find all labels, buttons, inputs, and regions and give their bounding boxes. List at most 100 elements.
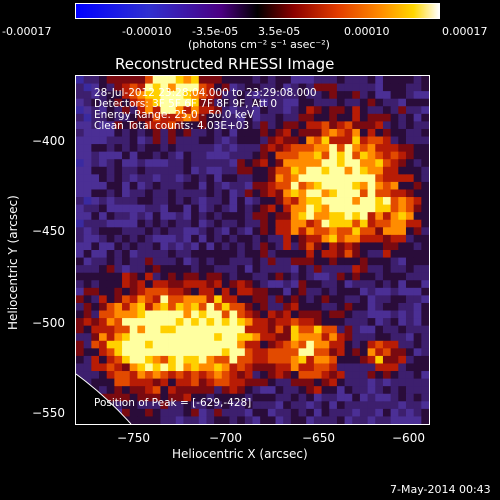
heatmap-cell bbox=[260, 416, 269, 424]
heatmap-cell bbox=[129, 386, 138, 395]
heatmap-cell bbox=[106, 91, 115, 100]
heatmap-cell bbox=[321, 189, 330, 198]
heatmap-cell bbox=[390, 386, 399, 395]
heatmap-cell bbox=[382, 113, 392, 122]
heatmap-cell bbox=[267, 113, 276, 122]
heatmap-cell bbox=[244, 257, 253, 266]
heatmap-cell bbox=[390, 234, 399, 243]
heatmap-cell bbox=[321, 401, 330, 410]
heatmap-cell bbox=[191, 128, 200, 137]
heatmap-cell bbox=[352, 98, 361, 107]
heatmap-cell bbox=[129, 174, 138, 183]
heatmap-cell bbox=[145, 136, 154, 145]
heatmap-cell bbox=[298, 302, 307, 311]
heatmap-cell bbox=[298, 136, 307, 145]
heatmap-cell bbox=[221, 363, 230, 372]
heatmap-cell bbox=[191, 355, 200, 364]
heatmap-cell bbox=[260, 340, 269, 349]
heatmap-cell bbox=[260, 287, 269, 296]
heatmap-cell bbox=[352, 166, 361, 175]
heatmap-cell bbox=[290, 227, 299, 236]
heatmap-cell bbox=[382, 250, 392, 258]
heatmap-cell bbox=[290, 204, 299, 213]
heatmap-cell bbox=[375, 106, 384, 115]
heatmap-cell bbox=[413, 227, 422, 236]
heatmap-cell bbox=[321, 340, 330, 349]
heatmap-cell bbox=[421, 166, 429, 175]
heatmap-cell bbox=[198, 250, 207, 258]
heatmap-cell bbox=[329, 98, 338, 107]
heatmap-cell bbox=[129, 189, 138, 198]
heatmap-cell bbox=[413, 363, 422, 372]
heatmap-cell bbox=[352, 144, 361, 153]
heatmap-cell bbox=[260, 408, 269, 417]
heatmap-cell bbox=[168, 234, 177, 243]
heatmap-cell bbox=[106, 295, 115, 304]
heatmap-cell bbox=[237, 242, 246, 251]
heatmap-cell bbox=[160, 340, 169, 349]
heatmap-cell bbox=[214, 159, 223, 168]
heatmap-cell bbox=[129, 106, 138, 115]
heatmap-cell bbox=[252, 212, 261, 221]
heatmap-cell bbox=[252, 76, 261, 84]
heatmap-cell bbox=[152, 355, 161, 364]
heatmap-cell bbox=[267, 242, 276, 251]
heatmap-cell bbox=[382, 355, 392, 364]
heatmap-cell bbox=[405, 363, 415, 372]
heatmap-cell bbox=[405, 121, 415, 130]
heatmap-cell bbox=[290, 212, 299, 221]
heatmap-cell bbox=[168, 83, 177, 92]
heatmap-cell bbox=[114, 287, 123, 296]
heatmap-cell bbox=[398, 219, 407, 228]
heatmap-cell bbox=[405, 371, 415, 380]
heatmap-cell bbox=[421, 310, 429, 319]
heatmap-cell bbox=[398, 189, 407, 198]
heatmap-cell bbox=[260, 106, 269, 115]
heatmap-cell bbox=[290, 302, 299, 311]
heatmap-cell bbox=[375, 318, 384, 327]
heatmap-cell bbox=[367, 302, 376, 311]
heatmap-cell bbox=[91, 340, 100, 349]
heatmap-cell bbox=[390, 189, 399, 198]
heatmap-cell bbox=[106, 219, 115, 228]
heatmap-cell bbox=[168, 136, 177, 145]
heatmap-cell bbox=[99, 340, 108, 349]
heatmap-cell bbox=[83, 318, 92, 327]
heatmap-cell bbox=[244, 408, 253, 417]
heatmap-cell bbox=[267, 98, 276, 107]
heatmap-cell bbox=[275, 98, 284, 107]
heatmap-cell bbox=[198, 333, 207, 342]
heatmap-cell bbox=[244, 121, 253, 130]
heatmap-cell bbox=[137, 250, 146, 258]
heatmap-cell bbox=[329, 257, 338, 266]
heatmap-cell bbox=[152, 318, 161, 327]
heatmap-cell bbox=[306, 181, 315, 190]
heatmap-cell bbox=[382, 393, 392, 402]
heatmap-cell bbox=[129, 371, 138, 380]
heatmap-cell bbox=[122, 280, 131, 289]
heatmap-cell bbox=[382, 189, 392, 198]
heatmap-cell bbox=[183, 189, 192, 198]
heatmap-cell bbox=[421, 106, 429, 115]
heatmap-cell bbox=[145, 378, 154, 387]
heatmap-cell bbox=[298, 325, 307, 334]
heatmap-cell bbox=[329, 401, 338, 410]
heatmap-cell bbox=[359, 128, 368, 137]
heatmap-cell bbox=[114, 355, 123, 364]
heatmap-cell bbox=[359, 181, 368, 190]
heatmap-cell bbox=[283, 212, 292, 221]
heatmap-cell bbox=[83, 363, 92, 372]
heatmap-cell bbox=[252, 242, 261, 251]
heatmap-cell bbox=[283, 181, 292, 190]
heatmap-cell bbox=[221, 234, 230, 243]
heatmap-cell bbox=[198, 197, 207, 206]
heatmap-cell bbox=[298, 212, 307, 221]
heatmap-cell bbox=[145, 408, 154, 417]
heatmap-cell bbox=[229, 242, 238, 251]
heatmap-cell bbox=[114, 318, 123, 327]
heatmap-cell bbox=[137, 98, 146, 107]
heatmap-cell bbox=[191, 166, 200, 175]
heatmap-cell bbox=[221, 227, 230, 236]
heatmap-cell bbox=[413, 333, 422, 342]
heatmap-cell bbox=[405, 280, 415, 289]
